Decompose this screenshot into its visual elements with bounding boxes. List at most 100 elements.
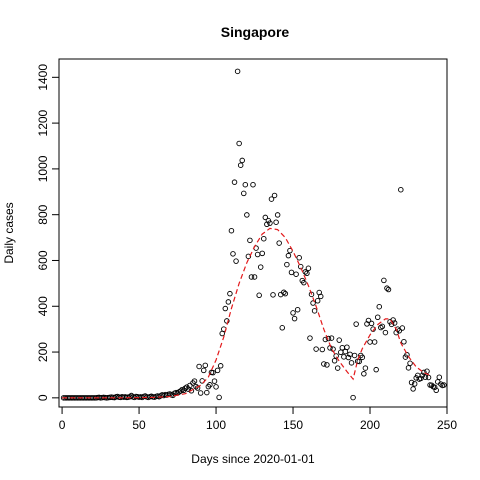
data-point (325, 335, 332, 342)
data-point (401, 339, 407, 345)
x-axis: 0 50 100 150 200 250 (59, 407, 457, 432)
data-point (213, 384, 219, 390)
data-point (297, 263, 304, 270)
scatter-points (60, 68, 447, 401)
data-point (317, 293, 324, 300)
data-point (271, 192, 278, 199)
y-tick-label: 400 (36, 296, 50, 316)
data-point (359, 354, 366, 361)
data-point (365, 317, 372, 324)
data-point (282, 290, 289, 297)
data-point (284, 261, 290, 268)
data-point (188, 387, 195, 394)
data-point (270, 292, 276, 298)
data-point (214, 367, 221, 374)
data-point (350, 394, 356, 401)
data-point (378, 324, 384, 331)
data-point (405, 365, 412, 371)
data-point (421, 369, 427, 376)
y-tick-label: 1200 (36, 109, 50, 136)
data-point (385, 286, 392, 293)
data-point (177, 388, 184, 394)
x-tick-label: 0 (59, 418, 66, 432)
data-point (239, 157, 245, 164)
data-point (371, 339, 378, 345)
data-point (294, 306, 301, 313)
data-point (376, 303, 383, 310)
x-tick-label: 100 (206, 418, 226, 432)
data-point (336, 337, 342, 343)
x-axis-label: Days since 2020-01-01 (191, 452, 315, 466)
data-point (410, 386, 416, 392)
data-point (411, 381, 418, 387)
data-point (257, 264, 264, 270)
data-point (231, 179, 238, 185)
data-point (425, 374, 432, 381)
data-point (310, 300, 316, 306)
data-point (398, 186, 404, 193)
data-point (281, 289, 287, 296)
data-point (236, 140, 242, 147)
data-point (211, 378, 218, 384)
data-point (197, 390, 204, 396)
x-tick-label: 150 (283, 418, 303, 432)
data-point (407, 360, 413, 367)
data-point (251, 274, 258, 280)
data-point (222, 305, 229, 312)
data-point (250, 181, 256, 188)
data-point (362, 365, 369, 371)
data-point (274, 212, 281, 218)
data-point (345, 354, 352, 361)
data-point (247, 237, 253, 244)
data-point (308, 291, 315, 298)
data-point (244, 212, 250, 218)
data-point (279, 325, 286, 331)
x-tick-label: 250 (437, 418, 457, 432)
data-point (399, 325, 406, 331)
data-point (228, 227, 235, 234)
data-point (381, 277, 387, 284)
data-point (384, 285, 390, 291)
data-point (230, 251, 236, 257)
x-tick-label: 200 (360, 418, 380, 432)
data-point (321, 361, 327, 367)
y-tick-label: 1000 (36, 155, 50, 182)
data-point (334, 365, 341, 371)
data-point (234, 68, 241, 75)
data-point (307, 335, 313, 341)
data-point (207, 382, 213, 388)
data-point (361, 371, 367, 377)
data-point (341, 354, 347, 360)
data-point (344, 344, 350, 350)
data-point (227, 290, 233, 297)
data-point (196, 363, 202, 370)
data-point (438, 381, 444, 387)
data-point (293, 271, 299, 277)
data-point (248, 274, 255, 280)
data-point (267, 220, 273, 226)
data-point (225, 299, 232, 305)
data-point (273, 219, 279, 225)
data-point (288, 269, 295, 276)
data-point (237, 162, 244, 168)
data-point (304, 270, 310, 277)
data-point (276, 240, 282, 246)
data-point (374, 314, 381, 321)
y-axis: 0 200 400 600 800 1000 1200 1400 (36, 64, 59, 401)
plot-frame (58, 58, 448, 408)
data-point (367, 339, 373, 345)
data-point (194, 385, 201, 391)
data-point (311, 308, 318, 314)
data-point (338, 349, 344, 356)
data-point (224, 318, 230, 324)
data-point (404, 352, 410, 358)
data-point (356, 358, 362, 365)
data-point (254, 251, 261, 258)
data-point (408, 379, 415, 386)
data-point (301, 279, 307, 286)
x-tick-label: 50 (132, 418, 146, 432)
data-point (233, 258, 239, 264)
data-point (261, 235, 267, 242)
data-point (202, 362, 209, 369)
